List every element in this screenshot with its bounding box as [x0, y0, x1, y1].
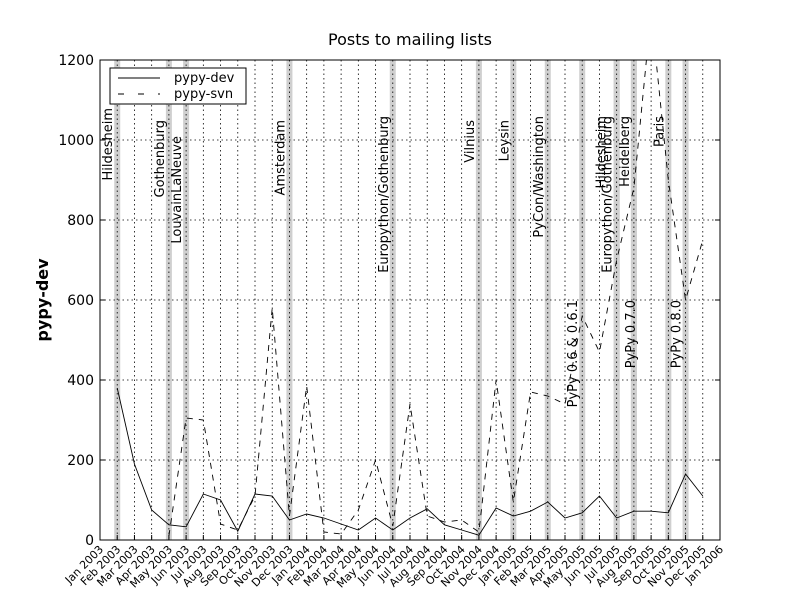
event-label: Leysin — [497, 120, 512, 161]
event-label: Heidelberg — [618, 116, 633, 187]
legend-box — [109, 67, 247, 105]
chart-title: Posts to mailing lists — [328, 30, 492, 49]
y-axis-label: pypy-dev — [33, 258, 52, 342]
y-tick-label: 600 — [67, 293, 94, 309]
y-tick-label: 1000 — [58, 133, 94, 149]
event-labels: Hildesheim Gothenburg LouvainLaNeuve Amster… — [101, 108, 684, 407]
legend-label-pypy-dev: pypy-dev — [174, 71, 235, 86]
event-label: Gothenburg — [153, 120, 168, 197]
series-line-pypy-dev — [116, 387, 704, 536]
event-label: Vilnius — [463, 120, 478, 163]
event-label: Hildesheim — [595, 116, 610, 189]
y-tick-label: 400 — [67, 373, 94, 389]
y-tick-label: 800 — [67, 213, 94, 229]
y-tick-label: 0 — [85, 533, 94, 549]
series-line-pypy-svn — [168, 60, 704, 537]
y-tick-label: 1200 — [58, 53, 94, 69]
event-label: Hildesheim — [101, 108, 116, 181]
event-label: PyPy 0.8.0 — [670, 300, 685, 368]
event-label: Europython/Gothenburg — [377, 116, 392, 273]
event-label: PyPy 0.7.0 — [624, 300, 639, 368]
event-label: Amsterdam — [273, 120, 288, 195]
legend-label-pypy-svn: pypy-svn — [174, 87, 233, 102]
series-lines — [116, 60, 704, 537]
event-label: PyPy 0.6 & 0.6.1 — [566, 300, 581, 407]
event-label: LouvainLaNeuve — [170, 136, 185, 244]
legend: pypy-dev pypy-svn — [109, 67, 247, 105]
y-tick-label: 200 — [67, 453, 94, 469]
event-label: PyCon/Washington — [532, 116, 547, 238]
event-label: Paris — [652, 116, 667, 147]
event-label: Europython/Gothenburg — [601, 116, 616, 273]
